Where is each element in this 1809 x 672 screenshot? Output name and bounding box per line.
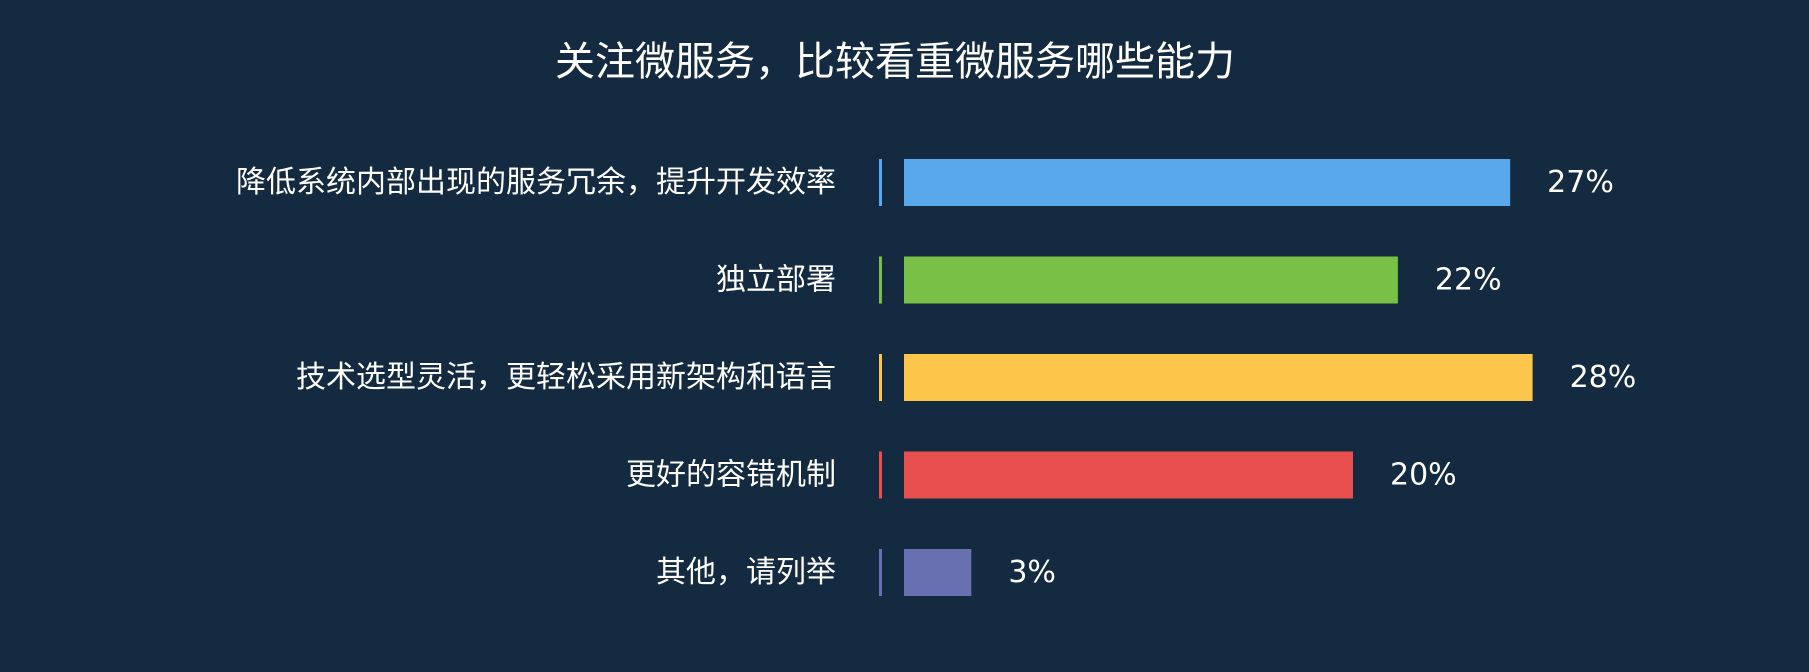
chart-title: 关注微服务，比较看重微服务哪些能力 [555,39,1235,85]
value-label: 20% [1390,458,1457,493]
bar-row-1: 降低系统内部出现的服务冗余，提升开发效率 27% [236,159,1614,206]
category-marker [879,159,882,206]
value-label: 28% [1570,360,1637,395]
value-label: 22% [1435,263,1502,298]
category-label: 降低系统内部出现的服务冗余，提升开发效率 [236,165,836,200]
category-marker [879,256,882,304]
bar [904,451,1353,499]
bars-layer: 降低系统内部出现的服务冗余，提升开发效率 27% 独立部署 22% 技术选型灵活，更轻松… [236,159,1636,596]
category-label: 其他，请列举 [656,555,836,590]
category-label: 独立部署 [716,263,836,298]
category-marker [879,451,882,499]
bar [904,354,1533,401]
bar-row-5: 其他，请列举 3% [656,549,1056,596]
category-marker [879,549,882,596]
bar [904,549,972,596]
bar [904,256,1398,304]
bar-row-4: 更好的容错机制 20% [626,451,1457,499]
value-label: 3% [1008,555,1056,590]
bar [904,159,1511,206]
category-label: 技术选型灵活，更轻松采用新架构和语言 [296,360,836,395]
value-label: 27% [1547,165,1614,200]
category-label: 更好的容错机制 [626,458,836,493]
bar-row-2: 独立部署 22% [716,256,1502,304]
category-marker [879,354,882,401]
bar-row-3: 技术选型灵活，更轻松采用新架构和语言 28% [296,354,1636,401]
